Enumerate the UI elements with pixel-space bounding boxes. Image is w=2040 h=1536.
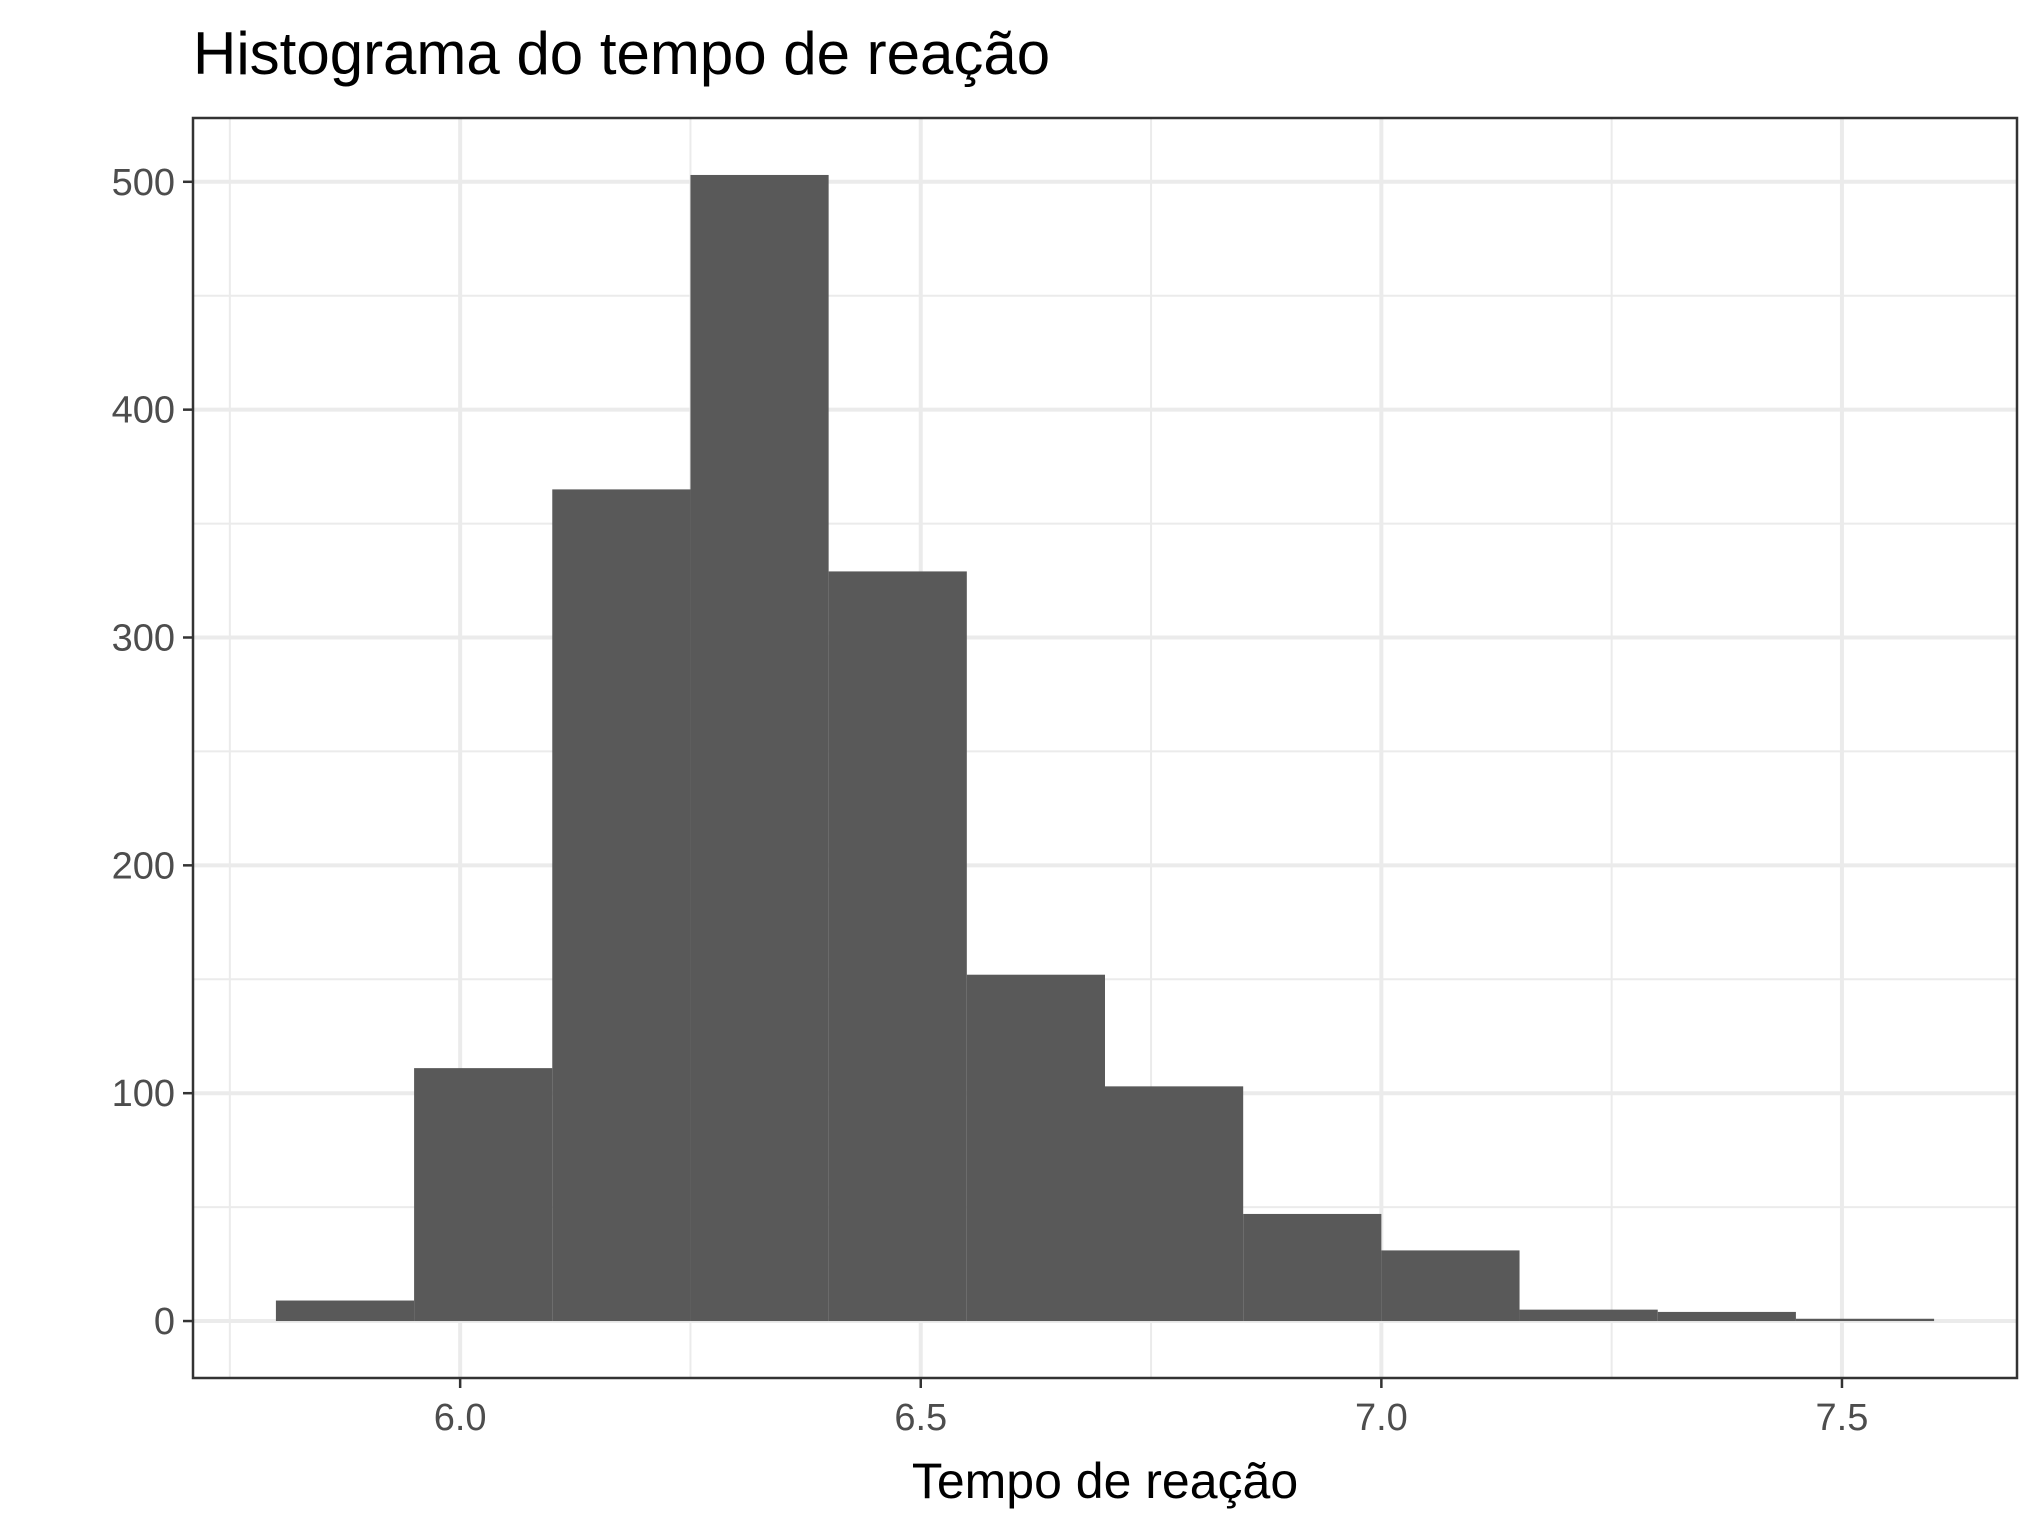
histogram-bar: [414, 1068, 553, 1322]
histogram-bar: [552, 489, 691, 1322]
histogram-bar: [1243, 1213, 1382, 1322]
histogram-bar: [1519, 1309, 1658, 1322]
histogram-bars: [275, 174, 1935, 1322]
histogram-bar: [1657, 1311, 1796, 1322]
histogram-bar: [690, 174, 829, 1322]
histogram-bar: [1105, 1086, 1244, 1322]
x-tick-label: 6.5: [894, 1397, 947, 1439]
y-tick-label: 300: [112, 617, 175, 659]
x-tick-label: 6.0: [434, 1397, 487, 1439]
histogram-bar: [1381, 1250, 1520, 1322]
histogram-bar: [1795, 1318, 1935, 1322]
x-axis-title: Tempo de reação: [912, 1453, 1298, 1509]
y-tick-label: 400: [112, 390, 175, 432]
y-axis: 0 100 200 300 400 500: [112, 162, 193, 1343]
x-axis: 6.0 6.5 7.0 7.5: [434, 1378, 1869, 1439]
y-tick-label: 0: [154, 1301, 175, 1343]
y-tick-label: 500: [112, 162, 175, 204]
x-tick-label: 7.5: [1816, 1397, 1869, 1439]
y-tick-label: 200: [112, 845, 175, 887]
panel-border: [191, 116, 2019, 1380]
y-tick-label: 100: [112, 1073, 175, 1115]
histogram-bar: [966, 974, 1105, 1322]
histogram-bar: [828, 571, 967, 1322]
chart-title: Histograma do tempo de reação: [193, 20, 1051, 87]
histogram-bar: [275, 1300, 415, 1322]
x-tick-label: 7.0: [1355, 1397, 1408, 1439]
